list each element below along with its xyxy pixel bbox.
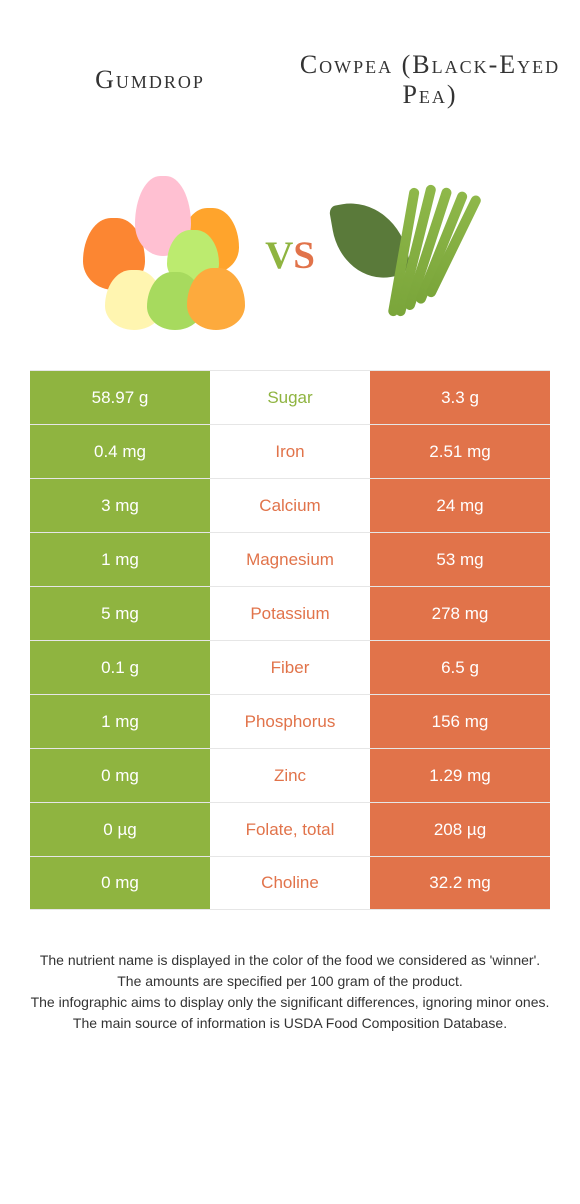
- left-value: 3 mg: [30, 479, 210, 532]
- right-value: 32.2 mg: [370, 857, 550, 909]
- table-row: 0.1 gFiber6.5 g: [30, 640, 550, 694]
- left-value: 58.97 g: [30, 371, 210, 424]
- table-row: 0 mgCholine32.2 mg: [30, 856, 550, 910]
- left-value: 0.4 mg: [30, 425, 210, 478]
- table-row: 58.97 gSugar3.3 g: [30, 370, 550, 424]
- footer-line: The main source of information is USDA F…: [30, 1013, 550, 1034]
- right-food-title: Cowpea (Black-Eyed Pea): [290, 50, 570, 110]
- right-value: 278 mg: [370, 587, 550, 640]
- nutrient-label: Fiber: [210, 641, 370, 694]
- nutrient-label: Potassium: [210, 587, 370, 640]
- cowpea-image: [335, 165, 505, 335]
- left-value: 5 mg: [30, 587, 210, 640]
- gumdrop-image: [75, 165, 245, 335]
- left-value: 0 µg: [30, 803, 210, 856]
- nutrient-label: Zinc: [210, 749, 370, 802]
- nutrient-label: Folate, total: [210, 803, 370, 856]
- images-row: vs: [0, 150, 580, 370]
- table-row: 0 mgZinc1.29 mg: [30, 748, 550, 802]
- nutrient-label: Magnesium: [210, 533, 370, 586]
- left-value: 0 mg: [30, 749, 210, 802]
- table-row: 5 mgPotassium278 mg: [30, 586, 550, 640]
- nutrient-label: Choline: [210, 857, 370, 909]
- comparison-table: 58.97 gSugar3.3 g0.4 mgIron2.51 mg3 mgCa…: [0, 370, 580, 910]
- footer-line: The nutrient name is displayed in the co…: [30, 950, 550, 971]
- table-row: 0 µgFolate, total208 µg: [30, 802, 550, 856]
- left-value: 1 mg: [30, 695, 210, 748]
- nutrient-label: Sugar: [210, 371, 370, 424]
- nutrient-label: Iron: [210, 425, 370, 478]
- right-value: 24 mg: [370, 479, 550, 532]
- left-value: 1 mg: [30, 533, 210, 586]
- table-row: 3 mgCalcium24 mg: [30, 478, 550, 532]
- nutrient-label: Phosphorus: [210, 695, 370, 748]
- header: Gumdrop Cowpea (Black-Eyed Pea): [0, 0, 580, 150]
- right-value: 156 mg: [370, 695, 550, 748]
- footer-line: The amounts are specified per 100 gram o…: [30, 971, 550, 992]
- right-value: 3.3 g: [370, 371, 550, 424]
- right-value: 1.29 mg: [370, 749, 550, 802]
- table-row: 1 mgMagnesium53 mg: [30, 532, 550, 586]
- footer-line: The infographic aims to display only the…: [30, 992, 550, 1013]
- right-value: 6.5 g: [370, 641, 550, 694]
- nutrient-label: Calcium: [210, 479, 370, 532]
- left-value: 0 mg: [30, 857, 210, 909]
- right-value: 53 mg: [370, 533, 550, 586]
- left-value: 0.1 g: [30, 641, 210, 694]
- right-value: 2.51 mg: [370, 425, 550, 478]
- vs-label: vs: [265, 218, 315, 282]
- table-row: 1 mgPhosphorus156 mg: [30, 694, 550, 748]
- right-value: 208 µg: [370, 803, 550, 856]
- footer-notes: The nutrient name is displayed in the co…: [0, 910, 580, 1034]
- left-food-title: Gumdrop: [10, 65, 290, 95]
- table-row: 0.4 mgIron2.51 mg: [30, 424, 550, 478]
